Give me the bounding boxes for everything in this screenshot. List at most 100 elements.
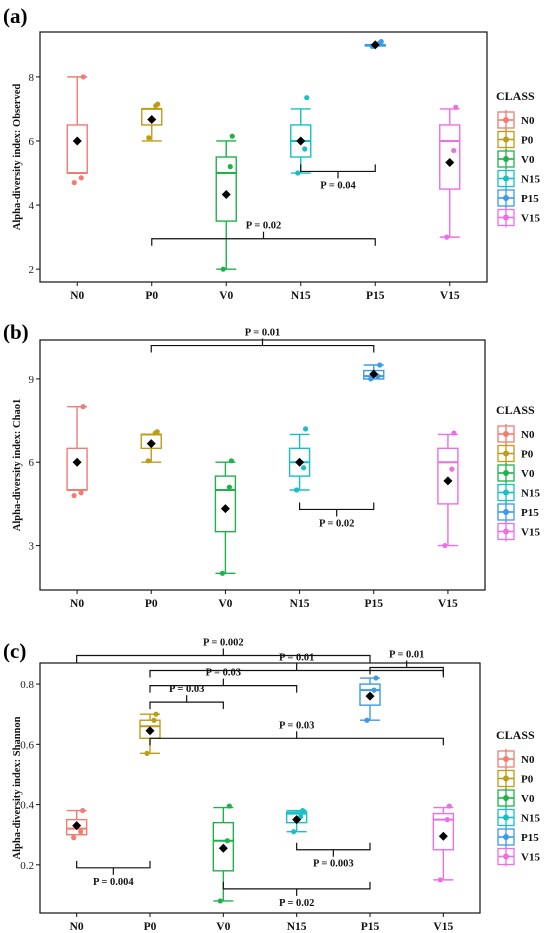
- data-point: [155, 101, 161, 107]
- mean-marker: [146, 439, 156, 449]
- legend-item-label: N0: [521, 754, 535, 766]
- box-V0: [214, 458, 237, 576]
- box-P0: [140, 429, 162, 464]
- data-point: [80, 74, 86, 80]
- legend-item-P0: P0: [497, 443, 534, 464]
- bracket-line: [150, 344, 375, 353]
- legend-key-point: [503, 775, 509, 782]
- data-point: [71, 835, 77, 841]
- data-point: [444, 234, 450, 240]
- legend-item-V15: V15: [497, 207, 540, 228]
- significance-bracket: P = 0.03: [149, 720, 444, 746]
- p-value-label: P = 0.02: [279, 898, 314, 909]
- data-point: [442, 542, 448, 549]
- legend-key-point: [503, 509, 509, 515]
- mean-marker: [72, 457, 82, 467]
- x-tick-label: N0: [70, 598, 84, 610]
- p-value-label: P = 0.004: [93, 877, 134, 888]
- data-point: [153, 711, 159, 717]
- x-tick-label: P0: [145, 290, 158, 302]
- legend-key-point: [503, 431, 509, 437]
- legend-item-label: N0: [521, 429, 535, 441]
- data-point: [453, 104, 459, 110]
- data-point: [293, 487, 300, 493]
- data-point: [80, 807, 86, 814]
- legend-key-point: [503, 795, 509, 801]
- legend-key-point: [503, 214, 509, 221]
- y-tick-label: 0.6: [20, 739, 34, 751]
- box-N0: [65, 807, 88, 841]
- legend: CLASS N0 P0 V0 N15 P15 V15: [496, 403, 540, 542]
- legend-item-P15: P15: [497, 188, 539, 208]
- significance-bracket: P = 0.01: [150, 328, 375, 353]
- box-iqr: [214, 475, 237, 533]
- box-N15: [290, 95, 312, 176]
- mean-marker: [145, 726, 155, 736]
- significance-bracket: P = 0.02: [222, 881, 371, 909]
- box-iqr: [439, 124, 461, 190]
- legend-item-label: V15: [521, 213, 540, 225]
- data-point: [451, 430, 457, 436]
- box-iqr: [66, 124, 88, 174]
- data-point: [304, 95, 310, 101]
- data-point: [451, 147, 457, 154]
- data-point: [377, 362, 383, 368]
- y-axis-label: Alpha-diversity index: Chao1: [12, 399, 23, 531]
- significance-bracket: P = 0.002: [76, 637, 371, 663]
- data-point: [78, 829, 84, 835]
- p-value-label: P = 0.03: [206, 668, 241, 679]
- y-tick-label: 4: [29, 200, 35, 212]
- legend-item-label: N15: [521, 813, 540, 825]
- bracket-line: [76, 654, 371, 663]
- legend-item-P15: P15: [497, 502, 539, 522]
- panel-label: (c): [3, 639, 26, 663]
- data-point: [446, 803, 452, 809]
- legend-item-label: P0: [521, 135, 534, 147]
- mean-marker: [369, 369, 379, 379]
- legend-item-V0: V0: [497, 463, 535, 483]
- y-tick-label: 6: [29, 136, 35, 148]
- legend-item-N15: N15: [497, 168, 540, 189]
- legend-key-point: [503, 470, 509, 476]
- data-point: [227, 164, 233, 170]
- box-iqr: [437, 447, 459, 505]
- data-point: [291, 829, 297, 835]
- legend-item-N0: N0: [497, 424, 535, 444]
- box-V0: [215, 133, 237, 272]
- legend-key-point: [503, 156, 509, 162]
- legend-item-V0: V0: [497, 788, 535, 808]
- y-tick-label: 2: [29, 264, 35, 276]
- legend-item-V15: V15: [497, 846, 540, 867]
- significance-bracket: P = 0.01: [149, 653, 444, 678]
- mean-marker: [445, 157, 455, 167]
- x-tick-label: V0: [219, 290, 233, 302]
- data-point: [371, 687, 377, 693]
- data-point: [295, 170, 301, 176]
- x-tick-label: V0: [216, 921, 230, 933]
- significance-bracket: P = 0.03: [149, 684, 224, 710]
- mean-marker: [295, 457, 305, 467]
- legend-item-label: V0: [521, 793, 535, 805]
- legend-item-label: V0: [521, 154, 535, 166]
- plot-frame: [39, 339, 486, 591]
- data-point: [145, 458, 151, 464]
- legend-item-N15: N15: [497, 807, 540, 828]
- box-P0: [141, 101, 163, 142]
- box-iqr: [215, 156, 237, 222]
- mean-marker: [218, 843, 228, 853]
- data-point: [302, 146, 308, 152]
- data-point: [224, 838, 230, 844]
- x-tick-label: N15: [290, 598, 310, 610]
- legend-item-label: N15: [521, 174, 540, 186]
- x-tick-label: V15: [433, 921, 453, 933]
- mean-marker: [221, 190, 231, 199]
- y-tick-label: 3: [29, 541, 35, 553]
- data-point: [226, 803, 232, 809]
- legend-item-label: P15: [521, 507, 539, 519]
- legend-item-V15: V15: [497, 521, 540, 542]
- x-tick-label: P15: [366, 290, 385, 302]
- data-point: [71, 492, 77, 499]
- legend-key-point: [503, 834, 509, 840]
- legend-item-label: V0: [521, 468, 535, 480]
